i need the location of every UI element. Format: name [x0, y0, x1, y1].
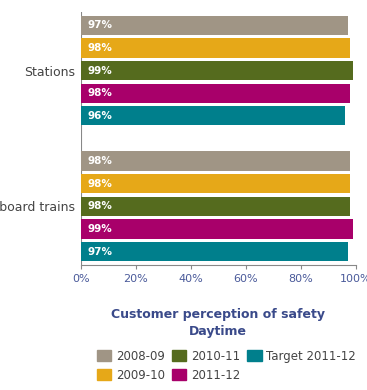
Bar — [81, 38, 350, 58]
Text: 99%: 99% — [88, 66, 112, 76]
Text: 97%: 97% — [88, 246, 113, 257]
Text: 98%: 98% — [88, 179, 113, 189]
Text: 98%: 98% — [88, 88, 113, 98]
Text: 98%: 98% — [88, 201, 113, 211]
Bar — [81, 174, 350, 193]
Text: 98%: 98% — [88, 43, 113, 53]
Bar — [81, 83, 350, 103]
Legend: 2008-09, 2009-10, 2010-11, 2011-12, Target 2011-12: 2008-09, 2009-10, 2010-11, 2011-12, Targ… — [97, 350, 356, 381]
Bar — [81, 242, 348, 261]
Bar — [81, 16, 348, 35]
Text: 97%: 97% — [88, 20, 113, 30]
Bar — [81, 106, 345, 126]
Text: Daytime: Daytime — [189, 325, 247, 338]
Bar — [81, 219, 353, 239]
Bar — [81, 197, 350, 216]
Text: 96%: 96% — [88, 111, 113, 121]
Bar — [81, 151, 350, 171]
Text: 98%: 98% — [88, 156, 113, 166]
Text: 99%: 99% — [88, 224, 112, 234]
Text: Customer perception of safety: Customer perception of safety — [111, 308, 326, 321]
Bar — [81, 61, 353, 80]
